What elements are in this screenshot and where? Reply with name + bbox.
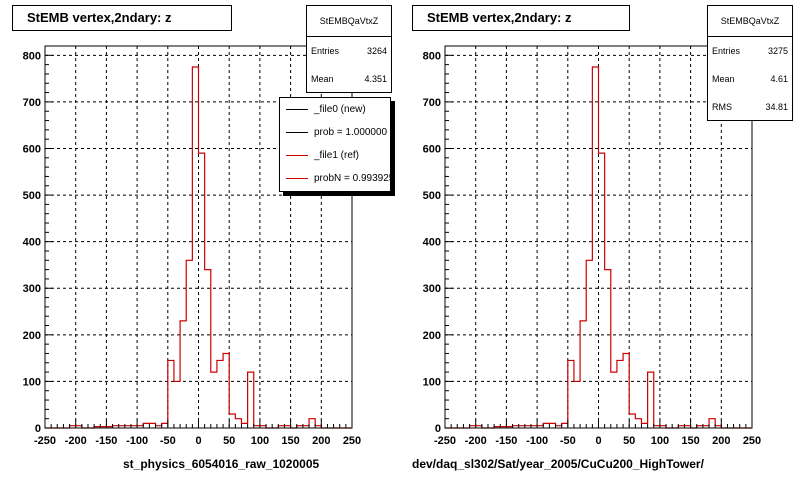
x-tick-label: 250: [343, 435, 361, 447]
left-stats-mean: 4.351: [364, 74, 387, 84]
x-tick-label: 250: [743, 435, 761, 447]
x-tick-label: -50: [560, 435, 576, 447]
right-plot-title: StEMB vertex,2ndary: z: [412, 5, 630, 31]
x-tick-label: 50: [623, 435, 635, 447]
x-tick-label: -100: [126, 435, 148, 447]
left-stats-name: StEMBQaVtxZ: [307, 6, 391, 37]
right-stats-entries: 3275: [767, 46, 788, 56]
x-tick-label: 50: [223, 435, 235, 447]
legend-entry-file0: _file0 (new): [280, 98, 390, 121]
y-tick-label: 0: [35, 423, 41, 435]
x-tick-label: -150: [495, 435, 517, 447]
left-plot-pane: -250 -200 -150 -100 -50 0 50 100 150 200 250 0 100 20…: [12, 5, 392, 471]
y-tick-label: 600: [423, 143, 441, 155]
y-tick-label: 100: [423, 376, 441, 388]
x-tick-label: 150: [681, 435, 699, 447]
x-tick-label: -200: [65, 435, 87, 447]
x-tick-label: 0: [195, 435, 201, 447]
histogram-series-line: [445, 66, 752, 429]
y-tick-label: 300: [23, 283, 41, 295]
y-tick-label: 400: [23, 237, 41, 249]
y-tick-label: 600: [23, 143, 41, 155]
y-tick-label: 700: [23, 97, 41, 109]
y-tick-label: 100: [23, 376, 41, 388]
left-histogram: -250 -200 -150 -100 -50 0 50 100 150 200 250 0 100 20…: [23, 45, 361, 447]
legend-entry-probn: probN = 0.993925: [280, 167, 390, 190]
y-tick-label: 200: [423, 330, 441, 342]
left-legend: _file0 (new) prob = 1.000000 _file1 (ref…: [279, 97, 391, 192]
x-tick-label: -200: [465, 435, 487, 447]
right-plot-pane: -250 -200 -150 -100 -50 0 50 100 150 200 250 0 100 20…: [400, 0, 800, 480]
y-tick-label: 0: [435, 423, 441, 435]
right-stats-rms: 34.81: [765, 102, 788, 112]
x-tick-label: -50: [160, 435, 176, 447]
x-tick-label: -100: [526, 435, 548, 447]
y-tick-label: 300: [423, 283, 441, 295]
x-tick-label: 100: [651, 435, 669, 447]
y-tick-label: 700: [423, 97, 441, 109]
legend-entry-prob: prob = 1.000000: [280, 121, 390, 144]
y-tick-label: 400: [423, 237, 441, 249]
x-tick-label: 100: [251, 435, 269, 447]
y-tick-label: 500: [23, 190, 41, 202]
x-tick-label: -250: [434, 435, 456, 447]
right-stats-name: StEMBQaVtxZ: [708, 6, 792, 37]
x-tick-label: -150: [95, 435, 117, 447]
right-stats-box: StEMBQaVtxZ Entries 3275 Mean 4.61 RMS 34.8…: [707, 5, 793, 121]
y-tick-label: 200: [23, 330, 41, 342]
y-tick-label: 800: [423, 50, 441, 62]
left-stats-entries: 3264: [366, 46, 387, 56]
right-stats-mean: 4.61: [770, 74, 788, 84]
left-x-axis-label: st_physics_6054016_raw_1020005: [123, 457, 320, 471]
x-tick-label: 150: [281, 435, 299, 447]
x-tick-label: 200: [712, 435, 730, 447]
y-tick-label: 800: [23, 50, 41, 62]
right-histogram: -250 -200 -150 -100 -50 0 50 100 150 200 250 0 100 20…: [423, 45, 761, 447]
left-plot-title: StEMB vertex,2ndary: z: [12, 5, 232, 31]
y-tick-label: 500: [423, 190, 441, 202]
right-x-axis-label: dev/daq_sl302/Sat/year_2005/CuCu200_High…: [412, 457, 704, 471]
x-tick-label: 200: [312, 435, 330, 447]
x-tick-label: -250: [34, 435, 56, 447]
left-stats-box: StEMBQaVtxZ Entries 3264 Mean 4.351: [306, 5, 392, 93]
x-tick-label: 0: [595, 435, 601, 447]
legend-entry-file1: _file1 (ref): [280, 144, 390, 167]
